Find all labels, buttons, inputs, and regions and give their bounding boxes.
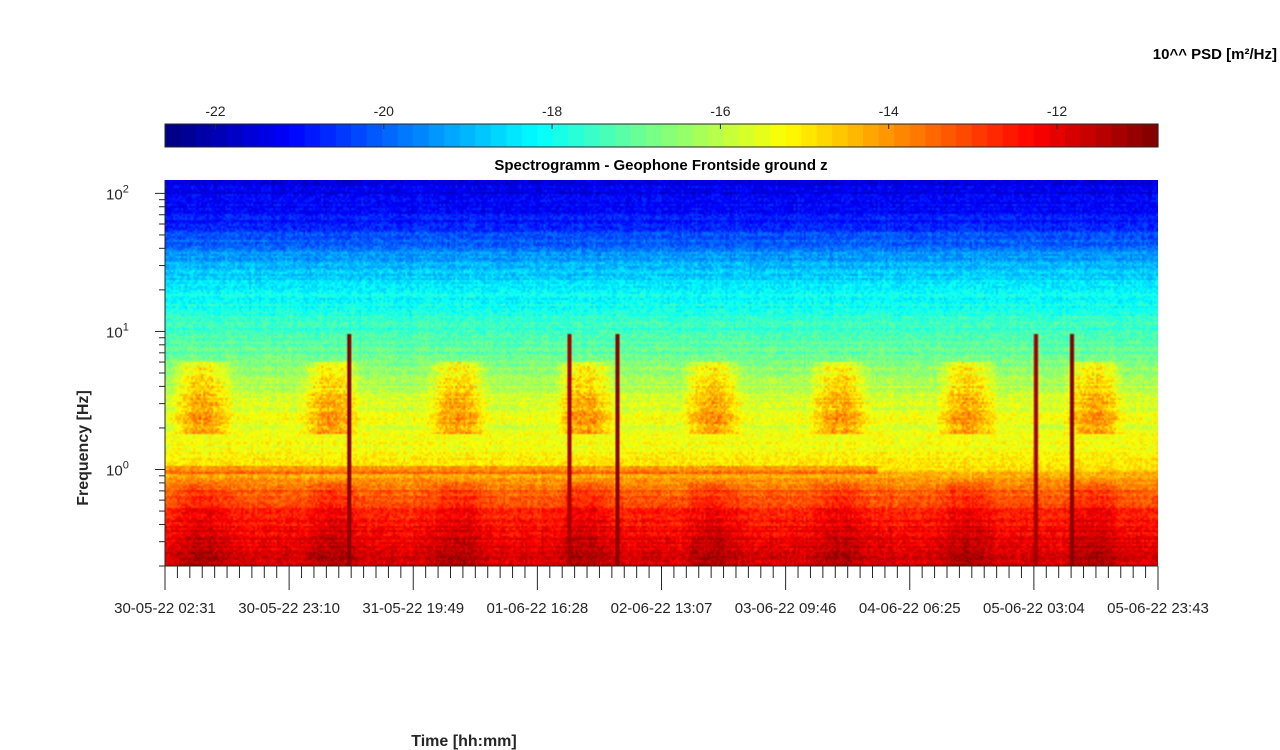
colorbar-swatch: [304, 124, 321, 147]
spectrogram-heatmap: [165, 180, 1158, 566]
colorbar-swatch: [847, 124, 864, 147]
colorbar: [165, 124, 1159, 147]
colorbar-swatch: [677, 124, 694, 147]
colorbar-swatch: [645, 124, 663, 147]
colorbar-swatch: [273, 124, 290, 147]
colorbar-swatch: [816, 124, 833, 147]
x-tick-label: 30-05-22 02:31: [114, 600, 216, 617]
colorbar-swatch: [459, 124, 476, 147]
colorbar-swatch: [366, 124, 383, 147]
x-tick-label: 03-06-22 09:46: [735, 600, 837, 617]
colorbar-frame: [164, 123, 1159, 148]
colorbar-swatch: [1018, 124, 1035, 147]
colorbar-swatch: [785, 124, 802, 147]
x-tick-label: 05-06-22 03:04: [983, 600, 1085, 617]
y-axis: 100 101 102: [106, 180, 166, 567]
colorbar-swatch: [801, 124, 818, 147]
colorbar-swatch: [335, 124, 352, 147]
colorbar-swatch: [320, 124, 337, 147]
colorbar-swatch: [1033, 124, 1050, 147]
colorbar-tick-label: -16: [710, 103, 730, 119]
colorbar-swatch: [770, 124, 787, 147]
colorbar-swatch: [754, 124, 771, 147]
colorbar-swatch: [583, 124, 601, 147]
y-tick-label: 101: [106, 321, 129, 341]
colorbar-swatch: [475, 124, 492, 147]
x-tick-label: 01-06-22 16:28: [487, 600, 589, 617]
colorbar-swatch: [909, 124, 926, 147]
colorbar-ticks: -22 -20 -18 -16 -14 -12: [205, 103, 1067, 129]
colorbar-swatch: [1064, 124, 1082, 147]
x-tick-label: 05-06-22 23:43: [1107, 600, 1209, 617]
colorbar-swatch: [242, 124, 259, 147]
y-axis-label: Frequency [Hz]: [75, 390, 92, 506]
colorbar-swatch: [444, 124, 461, 147]
colorbar-swatch: [196, 124, 213, 147]
x-tick-label: 02-06-22 13:07: [611, 600, 713, 617]
colorbar-swatch: [863, 124, 880, 147]
colorbar-tick-label: -14: [879, 103, 899, 119]
colorbar-swatch: [1126, 124, 1144, 147]
colorbar-swatch: [956, 124, 973, 147]
colorbar-swatch: [940, 124, 957, 147]
colorbar-title: 10^^ PSD [m²/Hz]: [1153, 46, 1277, 63]
colorbar-swatch: [925, 124, 942, 147]
colorbar-swatch: [537, 124, 554, 147]
plot-title: Spectrogramm - Geophone Frontside ground…: [494, 157, 827, 174]
colorbar-tick-label: -20: [374, 103, 394, 119]
colorbar-swatch: [413, 124, 430, 147]
colorbar-swatch: [894, 124, 911, 147]
colorbar-swatch: [661, 124, 678, 147]
colorbar-swatch: [614, 124, 632, 147]
colorbar-tick-label: -18: [542, 103, 562, 119]
x-axis-label: Time [hh:mm]: [411, 733, 516, 750]
colorbar-swatch: [568, 124, 585, 147]
colorbar-swatch: [708, 124, 725, 147]
colorbar-swatch: [521, 124, 538, 147]
y-tick-label: 102: [106, 183, 129, 203]
x-tick-label: 04-06-22 06:25: [859, 600, 961, 617]
colorbar-swatch: [723, 124, 740, 147]
colorbar-swatch: [490, 124, 507, 147]
colorbar-swatch: [258, 124, 275, 147]
colorbar-swatch: [397, 124, 414, 147]
colorbar-tick-label: -12: [1047, 103, 1067, 119]
y-tick-label: 100: [106, 460, 129, 480]
colorbar-swatch: [739, 124, 756, 147]
colorbar-swatch: [227, 124, 244, 147]
colorbar-swatch: [165, 124, 182, 147]
colorbar-swatch: [630, 124, 647, 147]
colorbar-swatch: [1002, 124, 1019, 147]
colorbar-tick-label: -22: [205, 103, 225, 119]
x-axis: 30-05-22 02:31 30-05-22 23:10 31-05-22 19:…: [114, 565, 1209, 617]
colorbar-swatch: [971, 124, 988, 147]
colorbar-swatch: [1111, 124, 1128, 147]
colorbar-swatch: [428, 124, 445, 147]
colorbar-swatch: [1080, 124, 1097, 147]
colorbar-swatch: [506, 124, 523, 147]
x-tick-label: 31-05-22 19:49: [362, 600, 464, 617]
colorbar-swatch: [180, 124, 197, 147]
colorbar-swatch: [878, 124, 895, 147]
x-tick-label: 30-05-22 23:10: [238, 600, 340, 617]
colorbar-swatch: [552, 124, 570, 147]
colorbar-swatch: [1095, 124, 1113, 147]
colorbar-swatch: [692, 124, 709, 147]
colorbar-swatch: [1142, 124, 1159, 147]
colorbar-swatch: [1049, 124, 1066, 147]
colorbar-swatch: [599, 124, 616, 147]
colorbar-swatch: [382, 124, 399, 147]
colorbar-swatch: [832, 124, 849, 147]
colorbar-swatch: [289, 124, 306, 147]
colorbar-swatch: [351, 124, 368, 147]
colorbar-swatch: [987, 124, 1004, 147]
colorbar-swatch: [211, 124, 228, 147]
